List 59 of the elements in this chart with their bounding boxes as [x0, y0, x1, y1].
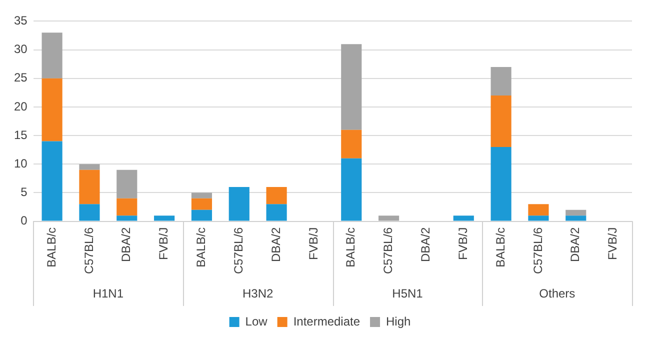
bar — [266, 204, 287, 221]
bar — [490, 66, 512, 96]
bar — [341, 130, 362, 158]
legend-label: High — [386, 314, 411, 328]
bar — [42, 32, 62, 78]
bar — [191, 192, 212, 198]
bar — [116, 216, 138, 221]
bar — [42, 141, 62, 221]
bar — [228, 187, 250, 221]
bar — [490, 146, 512, 221]
x-tick-label: BALB/c — [344, 227, 358, 268]
text: H3N2 — [242, 286, 274, 300]
y-tick-label: 30 — [14, 42, 28, 56]
text: H1N1 — [92, 286, 124, 300]
x-tick-label: BALB/c — [194, 227, 208, 268]
x-tick-label: DBA/2 — [119, 226, 134, 262]
x-tick-label: BALB/c — [493, 227, 508, 268]
bar — [116, 198, 138, 216]
text: Others — [539, 286, 576, 300]
bar — [341, 44, 362, 130]
x-tick-label: FVB/J — [606, 227, 620, 260]
x-tick-label: FVB/J — [156, 227, 171, 260]
bar — [79, 164, 100, 170]
bar — [566, 216, 586, 221]
y-tick-label: 0 — [20, 214, 28, 228]
bar — [42, 78, 62, 142]
x-tick-label: DBA/2 — [268, 226, 283, 262]
x-tick-label: C57BL/6 — [530, 226, 545, 274]
y-tick-label: 15 — [14, 128, 28, 142]
y-tick-label: 25 — [14, 70, 28, 85]
x-tick-label: FVB/J — [306, 227, 320, 260]
bar — [490, 96, 512, 147]
x-tick-label: FVB/J — [456, 227, 470, 260]
bar — [528, 204, 549, 216]
bar — [341, 158, 362, 221]
bar — [116, 170, 138, 198]
bar — [378, 216, 400, 221]
y-tick-label: 5 — [20, 185, 28, 200]
y-tick-label: 20 — [14, 99, 28, 114]
x-tick-label: DBA/2 — [418, 226, 433, 262]
bar — [453, 216, 474, 221]
bar — [79, 204, 100, 221]
x-tick-label: C57BL/6 — [381, 226, 396, 274]
x-tick-label: DBA/2 — [568, 226, 582, 262]
legend-label: Intermediate — [293, 314, 360, 328]
legend-label: Low — [245, 314, 268, 328]
bar — [191, 198, 212, 210]
y-tick-label: 35 — [14, 14, 28, 28]
bar — [528, 216, 549, 221]
bar — [79, 170, 100, 204]
x-tick-label: C57BL/6 — [82, 226, 96, 274]
x-tick-label: BALB/c — [44, 227, 58, 268]
x-tick-label: C57BL/6 — [231, 226, 246, 274]
bar — [191, 210, 212, 221]
text: H5N1 — [392, 286, 424, 300]
y-tick-label: 10 — [14, 156, 28, 170]
bar — [154, 216, 175, 221]
bar — [266, 187, 287, 204]
bar — [566, 210, 586, 216]
